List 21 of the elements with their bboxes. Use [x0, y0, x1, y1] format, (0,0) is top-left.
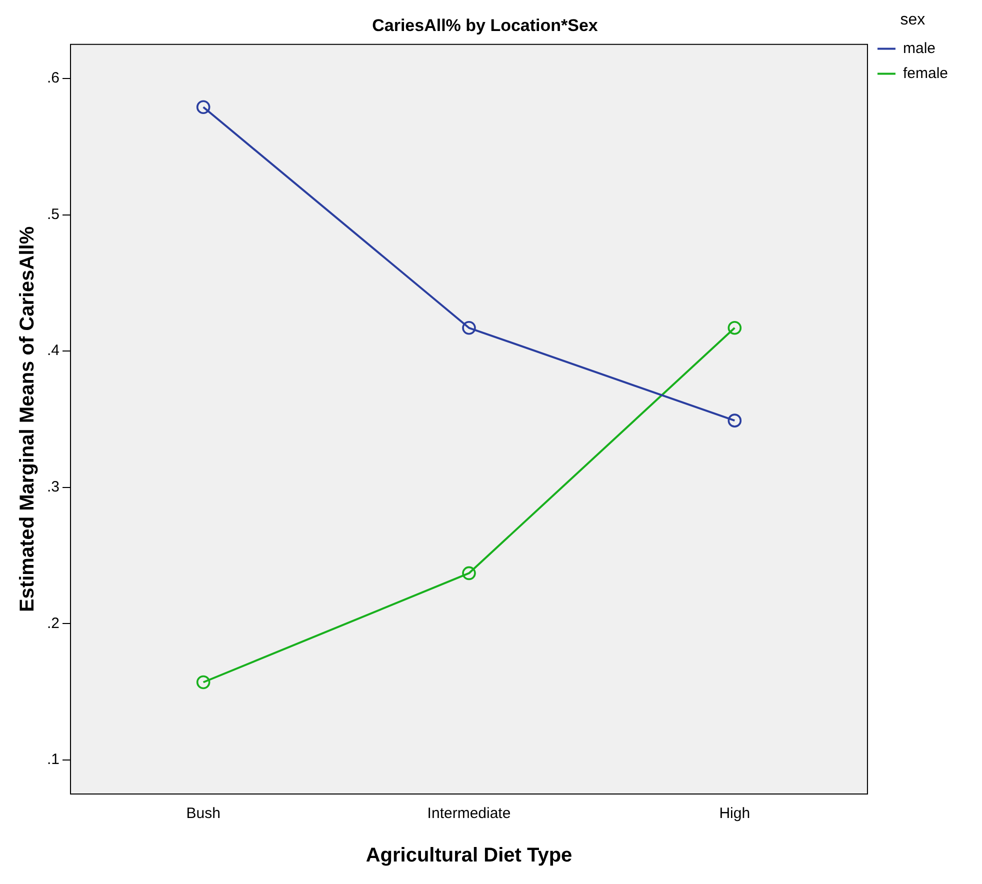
y-tick-label: .4	[46, 342, 60, 360]
point	[196, 675, 210, 690]
point	[462, 320, 476, 335]
legend-label: female	[902, 64, 948, 82]
point	[728, 414, 742, 428]
y-tick-label: .3	[46, 478, 60, 496]
legend-label: male	[902, 40, 936, 57]
y-tick-label: .6	[46, 70, 60, 87]
point	[462, 566, 476, 580]
point	[728, 320, 742, 335]
y-tick-label: .5	[46, 206, 60, 223]
legend-title: sex	[900, 11, 926, 28]
x-tick-label: Bush	[186, 805, 220, 822]
x-tick-label: Intermediate	[427, 805, 511, 822]
x-axis-title: Agricultural Diet Type	[366, 844, 572, 867]
y-tick-label: .2	[46, 614, 60, 632]
point	[196, 100, 210, 114]
x-tick-label: High	[719, 805, 750, 822]
chart-title: CariesAll% by Location*Sex	[372, 16, 598, 35]
y-axis-title: Estimated Marginal Means of CariesAll%	[16, 226, 39, 612]
y-tick-label: .1	[46, 751, 60, 768]
